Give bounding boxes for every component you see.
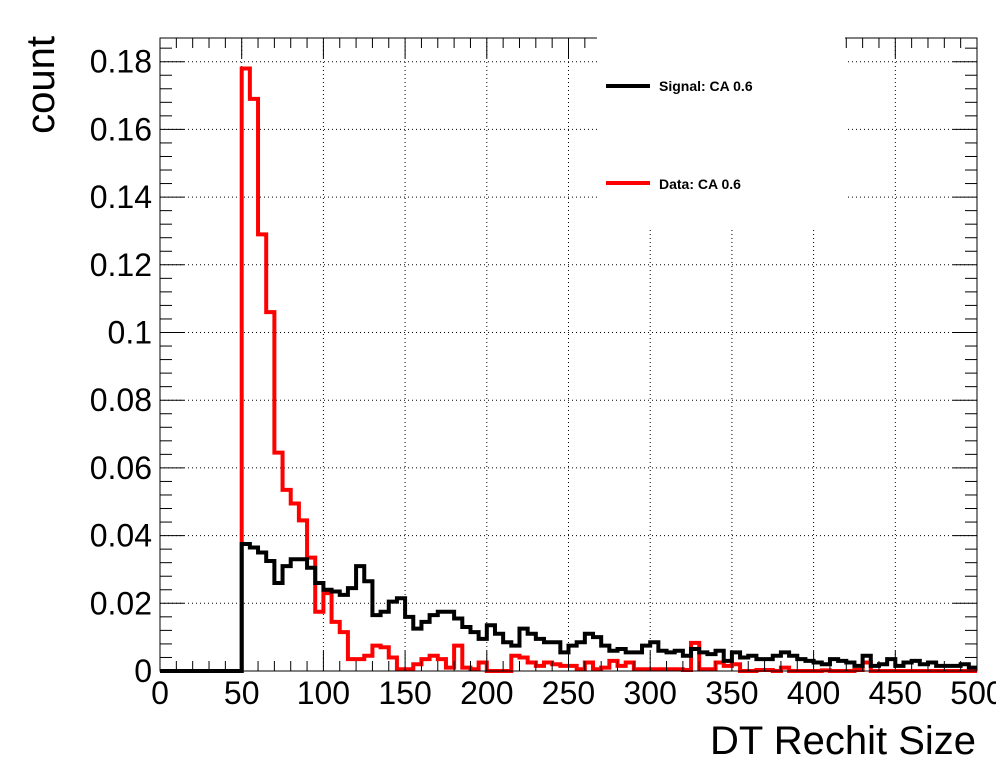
plot-frame — [159, 37, 978, 672]
x-tick-label: 100 — [297, 675, 350, 711]
x-tick-label: 450 — [869, 675, 922, 711]
x-tick-label: 250 — [542, 675, 595, 711]
y-tick-label: 0.1 — [108, 314, 152, 350]
x-tick-label: 350 — [705, 675, 758, 711]
y-tick-label: 0.18 — [90, 44, 152, 80]
x-tick-label: 150 — [378, 675, 431, 711]
x-tick-label: 500 — [950, 675, 996, 711]
x-tick-label: 50 — [224, 675, 260, 711]
x-tick-label: 200 — [460, 675, 513, 711]
y-tick-label: 0.02 — [90, 585, 152, 621]
axis-ticks — [159, 38, 978, 672]
x-axis-title: DT Rechit Size — [710, 719, 976, 763]
legend-box — [597, 30, 845, 230]
legend: Signal: CA 0.6 Data: CA 0.6 — [597, 30, 845, 230]
x-tick-label: 300 — [624, 675, 677, 711]
y-tick-label: 0.12 — [90, 247, 152, 283]
series-line-signal-ca-0-6 — [160, 542, 977, 673]
legend-label-signal: Signal: CA 0.6 — [659, 78, 753, 94]
y-tick-label: 0.08 — [90, 382, 152, 418]
y-tick-label: 0.06 — [90, 450, 152, 486]
y-tick-label: 0.04 — [90, 518, 152, 554]
legend-label-data: Data: CA 0.6 — [659, 176, 741, 192]
x-tick-label: 0 — [151, 675, 169, 711]
y-tick-label: 0 — [134, 653, 152, 689]
tick-labels: 0 50 100 150 200 250 300 350 400 450 500 0 0.02 0.04 0… — [90, 44, 996, 711]
y-tick-label: 0.16 — [90, 111, 152, 147]
y-tick-label: 0.14 — [90, 179, 152, 215]
x-tick-label: 400 — [787, 675, 840, 711]
y-axis-title: count — [19, 36, 63, 134]
